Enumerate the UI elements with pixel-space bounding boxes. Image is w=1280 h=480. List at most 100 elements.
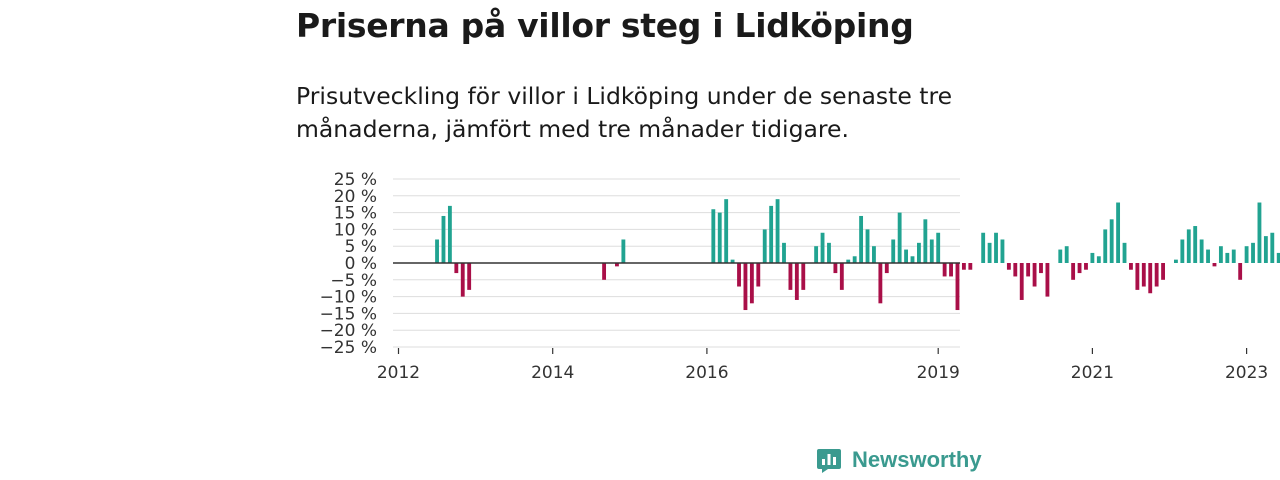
bar (775, 199, 780, 263)
bar (749, 263, 754, 304)
bar (711, 209, 716, 263)
bar (794, 263, 799, 300)
bar (1006, 263, 1011, 270)
y-tick-label: 25 % (334, 170, 377, 190)
chart-title: Priserna på villor steg i Lidköping (296, 6, 914, 45)
bar (724, 199, 729, 263)
bar (1064, 246, 1069, 263)
x-tick-label: 2014 (531, 363, 574, 383)
bar (917, 242, 921, 263)
bar (852, 256, 857, 263)
bar (820, 232, 825, 263)
chart-subtitle: Prisutveckling för villor i Lidköping un… (296, 82, 953, 143)
newsworthy-logo-icon (817, 449, 841, 473)
bar (1122, 242, 1127, 263)
bar (730, 259, 735, 263)
bar (1109, 219, 1114, 263)
y-tick-label: −5 % (330, 271, 377, 291)
bar (1186, 229, 1191, 263)
y-tick-label: −25 % (320, 338, 377, 358)
bar (910, 256, 915, 263)
bar (923, 219, 928, 263)
bar (1000, 239, 1005, 263)
bar (1161, 263, 1165, 280)
bar (1019, 263, 1024, 300)
newsworthy-logo: Newsworthy (816, 447, 982, 473)
bar (904, 249, 908, 263)
bar (1013, 263, 1018, 277)
y-tick-label: 5 % (345, 237, 377, 257)
bar (955, 263, 960, 311)
x-tick-label: 2019 (917, 363, 960, 383)
x-tick-label: 2023 (1225, 363, 1268, 383)
bar (994, 232, 998, 263)
bar (1238, 263, 1243, 280)
bar (1218, 246, 1223, 263)
bar (1276, 252, 1280, 263)
bar (1225, 252, 1230, 263)
bar (1244, 246, 1249, 263)
bar (1032, 263, 1037, 287)
bar (801, 263, 806, 290)
bar (1263, 236, 1268, 263)
bar (743, 263, 748, 311)
bar (1270, 232, 1275, 263)
bar (762, 229, 767, 263)
y-tick-label: −20 % (320, 321, 377, 341)
bar (1096, 256, 1101, 263)
bar (884, 263, 889, 274)
bar (602, 263, 607, 280)
bar (1090, 252, 1095, 263)
bar (1257, 202, 1262, 263)
x-tick-label: 2016 (685, 363, 728, 383)
bar (1174, 259, 1178, 263)
bar (833, 263, 838, 274)
x-tick-label: 2021 (1071, 363, 1114, 383)
bar (737, 263, 741, 287)
bar (814, 246, 819, 263)
bar (1251, 242, 1255, 263)
bar (961, 263, 966, 270)
y-tick-label: 0 % (345, 254, 377, 274)
bar (447, 205, 452, 263)
bar (1116, 202, 1121, 263)
bar (1026, 263, 1031, 277)
bar (891, 239, 896, 263)
bar (878, 263, 883, 304)
bar (1045, 263, 1050, 297)
bar (846, 259, 851, 263)
bar (1231, 249, 1236, 263)
bar (897, 212, 902, 263)
bar (1180, 239, 1185, 263)
bar (872, 246, 876, 263)
bar (717, 212, 722, 263)
bar (968, 263, 973, 270)
bar (839, 263, 844, 290)
bar (827, 242, 831, 263)
bar (460, 263, 465, 297)
bar (1148, 263, 1153, 294)
bar (1212, 263, 1217, 267)
bar (949, 263, 953, 277)
bar (987, 242, 992, 263)
bar (615, 263, 619, 267)
bar (1199, 239, 1204, 263)
bar (1103, 229, 1108, 263)
newsworthy-logo-text: Newsworthy (852, 447, 982, 472)
bar (1084, 263, 1088, 270)
y-tick-label: −10 % (320, 288, 377, 308)
y-tick-label: 15 % (334, 204, 377, 224)
bar (1039, 263, 1043, 274)
bar-series (435, 199, 1280, 311)
bar (1071, 263, 1076, 280)
bar (441, 215, 446, 263)
bar (942, 263, 947, 277)
bar (756, 263, 761, 287)
bar (1206, 249, 1210, 263)
bar (621, 239, 626, 263)
axes (393, 262, 1248, 354)
bar (1058, 249, 1063, 263)
bar (981, 232, 986, 263)
bar (1077, 263, 1082, 274)
